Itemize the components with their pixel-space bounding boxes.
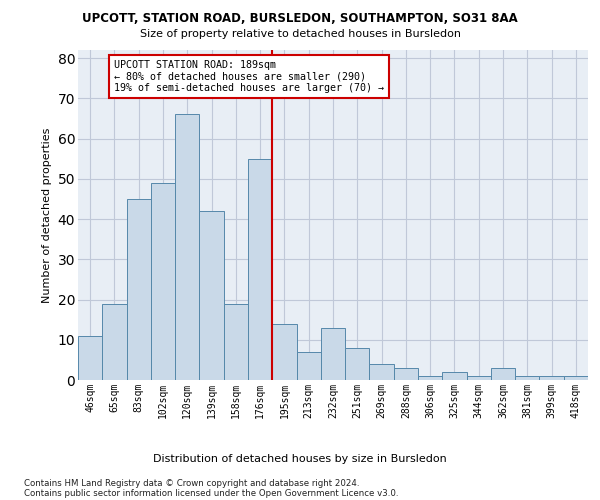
Bar bbox=[102, 304, 127, 380]
Bar bbox=[442, 372, 467, 380]
Bar bbox=[248, 158, 272, 380]
Y-axis label: Number of detached properties: Number of detached properties bbox=[42, 128, 52, 302]
Text: Contains HM Land Registry data © Crown copyright and database right 2024.: Contains HM Land Registry data © Crown c… bbox=[24, 479, 359, 488]
Bar bbox=[78, 336, 102, 380]
Bar bbox=[345, 348, 370, 380]
Bar bbox=[296, 352, 321, 380]
Text: UPCOTT STATION ROAD: 189sqm
← 80% of detached houses are smaller (290)
19% of se: UPCOTT STATION ROAD: 189sqm ← 80% of det… bbox=[115, 60, 385, 94]
Bar bbox=[491, 368, 515, 380]
Bar bbox=[515, 376, 539, 380]
Bar bbox=[370, 364, 394, 380]
Bar bbox=[175, 114, 199, 380]
Text: Size of property relative to detached houses in Bursledon: Size of property relative to detached ho… bbox=[139, 29, 461, 39]
Text: Contains public sector information licensed under the Open Government Licence v3: Contains public sector information licen… bbox=[24, 489, 398, 498]
Text: Distribution of detached houses by size in Bursledon: Distribution of detached houses by size … bbox=[153, 454, 447, 464]
Bar bbox=[564, 376, 588, 380]
Bar bbox=[539, 376, 564, 380]
Bar bbox=[224, 304, 248, 380]
Bar bbox=[321, 328, 345, 380]
Bar bbox=[199, 211, 224, 380]
Text: UPCOTT, STATION ROAD, BURSLEDON, SOUTHAMPTON, SO31 8AA: UPCOTT, STATION ROAD, BURSLEDON, SOUTHAM… bbox=[82, 12, 518, 26]
Bar bbox=[418, 376, 442, 380]
Bar bbox=[467, 376, 491, 380]
Bar bbox=[127, 199, 151, 380]
Bar bbox=[394, 368, 418, 380]
Bar bbox=[272, 324, 296, 380]
Bar bbox=[151, 183, 175, 380]
